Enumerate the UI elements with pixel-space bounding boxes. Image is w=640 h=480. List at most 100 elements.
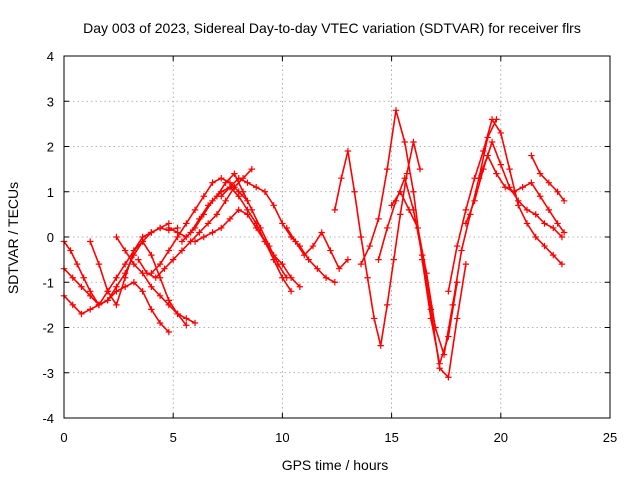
data-point-11-0 — [283, 224, 290, 232]
series-trace-6 — [150, 177, 249, 274]
data-point-11-6 — [335, 265, 343, 272]
grid — [64, 56, 610, 418]
data-point-16-5 — [488, 116, 496, 123]
data-point-15-3 — [414, 224, 422, 232]
data-point-13-2 — [375, 215, 382, 223]
data-point-8-1 — [187, 229, 194, 236]
data-point-9-4 — [226, 215, 234, 223]
data-point-8-6 — [231, 170, 238, 177]
data-point-3-8 — [156, 224, 164, 232]
data-point-2-10 — [148, 306, 155, 313]
data-point-5-8 — [204, 220, 212, 227]
data-point-12-1 — [338, 174, 345, 182]
series-track-17 — [445, 116, 566, 295]
data-point-14-3 — [401, 174, 408, 182]
data-point-2-9 — [139, 288, 146, 295]
data-point-2-12 — [165, 328, 173, 336]
data-point-9-2 — [209, 229, 216, 236]
x-tick-label-4: 20 — [494, 430, 508, 445]
x-axis-label: GPS time / hours — [282, 457, 389, 473]
data-point-9-6 — [244, 211, 251, 218]
data-point-12-3 — [351, 188, 358, 195]
data-point-5-2 — [152, 274, 159, 281]
series-trace-4 — [115, 236, 196, 324]
series-trace-13 — [360, 109, 458, 365]
data-point-17-8 — [532, 211, 539, 218]
data-point-16-4 — [480, 147, 487, 155]
data-point-8-7 — [239, 188, 247, 195]
data-point-0-11 — [148, 251, 155, 259]
data-point-12-0 — [331, 206, 339, 214]
y-tick-label-6: 2 — [47, 140, 54, 155]
data-point-1-1 — [69, 274, 76, 281]
data-point-8-0 — [178, 238, 186, 245]
data-point-12-6 — [370, 315, 378, 322]
data-point-7-1 — [174, 229, 181, 236]
series-trace-10 — [220, 177, 336, 284]
series-trace-19 — [530, 154, 565, 202]
y-tick-label-3: -1 — [42, 275, 54, 290]
series-track-11 — [218, 174, 339, 286]
data-point-18-4 — [510, 188, 518, 195]
data-point-9-10 — [279, 260, 286, 268]
data-point-9-3 — [218, 224, 225, 232]
data-point-1-7 — [121, 260, 129, 268]
series-trace-18 — [478, 154, 565, 234]
series-trace-11 — [286, 227, 349, 270]
data-point-6-1 — [156, 260, 164, 268]
data-point-9-1 — [200, 233, 207, 241]
data-point-3-5 — [130, 247, 138, 254]
data-point-18-2 — [493, 170, 500, 177]
y-tick-label-5: 1 — [47, 185, 54, 200]
data-point-4-6 — [165, 301, 173, 309]
data-point-6-2 — [165, 247, 173, 254]
data-point-1-6 — [113, 274, 120, 281]
data-point-16-1 — [453, 242, 461, 250]
y-tick-label-8: 4 — [47, 49, 54, 64]
data-point-16-2 — [462, 206, 470, 214]
data-point-4-8 — [183, 315, 190, 322]
data-point-9-7 — [252, 224, 260, 232]
data-point-10-12 — [322, 274, 330, 281]
data-point-12-2 — [344, 147, 352, 155]
data-point-7-14 — [287, 288, 295, 295]
series-trace-16 — [447, 118, 563, 293]
data-point-17-1 — [471, 197, 478, 204]
data-point-2-6 — [113, 288, 120, 295]
data-point-18-6 — [528, 179, 535, 186]
data-point-10-4 — [252, 184, 260, 191]
y-tick-label-0: -4 — [42, 411, 54, 426]
data-point-12-12 — [410, 138, 417, 146]
data-point-11-5 — [327, 247, 334, 254]
data-point-19-2 — [545, 179, 553, 186]
data-point-3-2 — [104, 288, 111, 295]
data-point-4-7 — [174, 310, 181, 318]
data-point-4-0 — [113, 233, 120, 241]
data-point-15-4 — [423, 270, 430, 277]
series-track-20 — [528, 152, 568, 204]
data-point-0-1 — [67, 247, 74, 254]
data-point-12-5 — [364, 274, 371, 281]
data-point-16-13 — [558, 260, 566, 268]
data-point-11-1 — [292, 238, 299, 245]
data-point-19-4 — [560, 197, 568, 204]
data-point-12-4 — [357, 233, 365, 241]
data-point-3-0 — [87, 238, 94, 245]
data-point-5-4 — [170, 256, 177, 263]
data-point-17-11 — [558, 233, 566, 241]
data-point-14-8 — [445, 374, 452, 381]
data-point-10-11 — [314, 265, 321, 272]
data-point-17-0 — [462, 220, 470, 227]
data-point-8-8 — [248, 206, 256, 214]
data-point-11-4 — [318, 229, 325, 236]
data-point-2-1 — [69, 301, 76, 309]
y-tick-label-1: -3 — [42, 366, 54, 381]
data-point-0-3 — [80, 274, 87, 281]
data-point-14-10 — [462, 260, 470, 268]
data-point-4-1 — [121, 247, 129, 254]
data-point-6-6 — [200, 193, 207, 200]
data-point-6-5 — [191, 206, 199, 214]
data-point-17-7 — [523, 206, 531, 214]
data-point-8-5 — [222, 179, 229, 186]
